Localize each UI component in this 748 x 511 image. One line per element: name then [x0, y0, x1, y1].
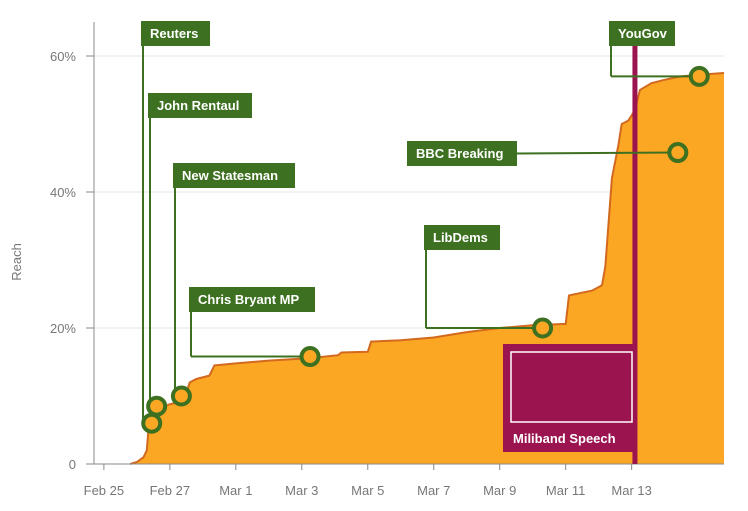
x-tick-label: Feb 25 [84, 483, 124, 498]
x-tick-label: Mar 7 [417, 483, 450, 498]
x-tick-label: Mar 5 [351, 483, 384, 498]
annotation-john-rentaul: John Rentaul [146, 93, 252, 417]
y-tick-label: 60% [50, 49, 76, 64]
annotation-libdems: LibDems [424, 225, 554, 339]
annotation-box [609, 21, 675, 46]
y-tick-label: 20% [50, 321, 76, 336]
annotation-label: YouGov [618, 26, 668, 41]
annotation-box [189, 287, 315, 312]
x-tick-label: Feb 27 [150, 483, 190, 498]
annotation-box [141, 21, 210, 46]
annotation-label: John Rentaul [157, 98, 239, 113]
annotation-connector [516, 151, 678, 155]
speech-event: Miliband Speech [503, 22, 638, 464]
annotation-box [148, 93, 252, 118]
annotations: Reuters John Rentaul New Statesman Chris Br… [141, 21, 710, 434]
annotation-label: Chris Bryant MP [198, 292, 299, 307]
y-tick-label: 40% [50, 185, 76, 200]
y-axis-title: Reach [9, 243, 24, 281]
annotation-bbc-breaking: BBC Breaking [407, 141, 689, 166]
annotation-new-statesman: New Statesman [170, 163, 295, 407]
speech-box [503, 344, 637, 452]
x-tick-label: Mar 9 [483, 483, 516, 498]
annotation-label: New Statesman [182, 168, 278, 183]
annotation-box [407, 141, 517, 166]
speech-label: Miliband Speech [513, 431, 616, 446]
annotation-box [424, 225, 500, 250]
axes: 0 20% 40% 60% Feb 25 Feb 27 Mar 1 Mar 3 Mar 5 Mar… [50, 22, 724, 498]
y-tick-label: 0 [69, 457, 76, 472]
x-tick-label: Mar 13 [611, 483, 651, 498]
annotation-label: BBC Breaking [416, 146, 503, 161]
annotation-marker [170, 385, 192, 407]
annotation-yougov: YouGov [609, 21, 710, 87]
annotation-marker [532, 317, 554, 339]
annotation-label: LibDems [433, 230, 488, 245]
x-tick-label: Mar 11 [546, 483, 586, 498]
annotation-marker [299, 346, 321, 368]
annotation-marker [141, 412, 163, 434]
annotation-marker [146, 395, 168, 417]
annotation-marker [667, 142, 689, 164]
speech-box-inner [510, 351, 633, 423]
x-tick-label: Mar 1 [219, 483, 252, 498]
annotation-box [173, 163, 295, 188]
annotation-label: Reuters [150, 26, 198, 41]
annotation-marker [688, 65, 710, 87]
x-tick-label: Mar 3 [285, 483, 318, 498]
annotation-chris-bryant-mp: Chris Bryant MP [189, 287, 321, 368]
